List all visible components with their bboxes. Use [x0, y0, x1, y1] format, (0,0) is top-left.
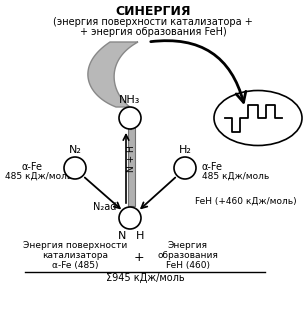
- Text: N: N: [118, 231, 126, 241]
- Circle shape: [174, 157, 196, 179]
- Text: NH₃: NH₃: [119, 95, 141, 105]
- Text: H: H: [136, 231, 144, 241]
- Polygon shape: [128, 112, 135, 206]
- Text: Σ945 кДж/моль: Σ945 кДж/моль: [106, 273, 184, 283]
- Circle shape: [119, 107, 141, 129]
- Circle shape: [64, 157, 86, 179]
- Text: N₂ad: N₂ad: [93, 202, 116, 212]
- Text: образования: образования: [158, 251, 218, 260]
- Text: H₂: H₂: [179, 145, 192, 155]
- Text: α-Fe: α-Fe: [22, 162, 43, 172]
- Ellipse shape: [214, 91, 302, 145]
- Text: N₂: N₂: [69, 145, 81, 155]
- Polygon shape: [88, 42, 138, 107]
- Polygon shape: [124, 112, 138, 130]
- Text: N + H: N + H: [126, 146, 136, 172]
- Text: FeH (+460 кДж/моль): FeH (+460 кДж/моль): [195, 197, 297, 206]
- Text: Энергия: Энергия: [168, 241, 208, 250]
- Text: FeH (460): FeH (460): [166, 261, 210, 270]
- Text: +: +: [134, 251, 144, 264]
- Text: СИНЕРГИЯ: СИНЕРГИЯ: [115, 5, 191, 18]
- Circle shape: [119, 207, 141, 229]
- Text: α-Fe: α-Fe: [202, 162, 223, 172]
- Text: 485 кДж/моль: 485 кДж/моль: [5, 172, 72, 181]
- Text: катализатора: катализатора: [42, 251, 108, 260]
- Text: Энергия поверхности: Энергия поверхности: [23, 241, 127, 250]
- Text: (энергия поверхности катализатора +: (энергия поверхности катализатора +: [53, 17, 253, 27]
- Text: α-Fe (485): α-Fe (485): [52, 261, 98, 270]
- Text: 485 кДж/моль: 485 кДж/моль: [202, 172, 269, 181]
- Text: + энергия образования FeH): + энергия образования FeH): [80, 27, 226, 37]
